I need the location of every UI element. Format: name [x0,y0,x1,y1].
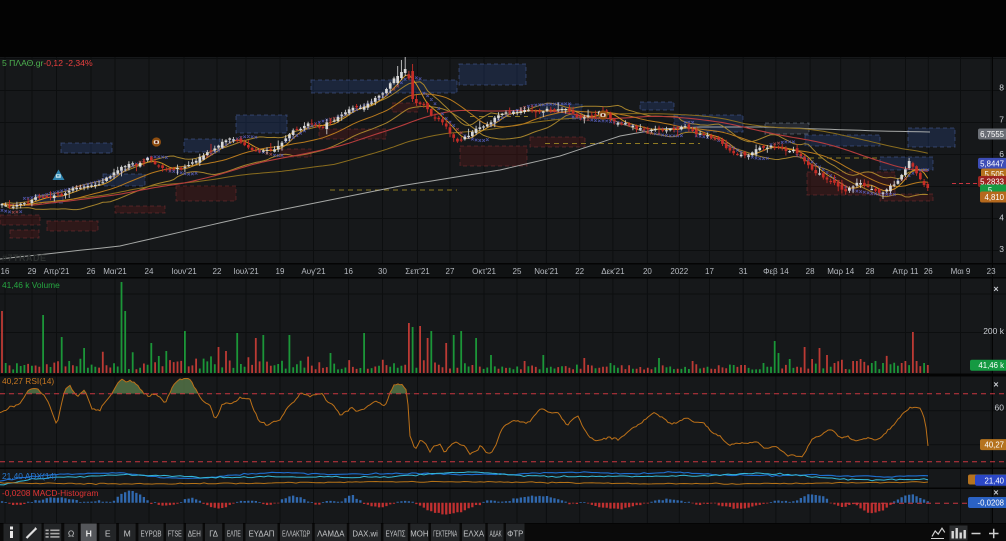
svg-text:16: 16 [344,267,353,276]
svg-text:31: 31 [739,267,748,276]
svg-text:41,46 k Volume: 41,46 k Volume [2,280,60,290]
svg-text:27: 27 [446,267,455,276]
svg-text:Απρ 11: Απρ 11 [893,267,919,276]
svg-text:ΓΔ: ΓΔ [209,529,218,538]
svg-text:26: 26 [87,267,96,276]
svg-text:ΕΛΛΑΚΤΩΡ: ΕΛΛΑΚΤΩΡ [282,529,310,538]
svg-text:Νοε'21: Νοε'21 [534,267,559,276]
svg-text:Μ: Μ [124,528,131,538]
svg-text:5,505: 5,505 [984,170,1004,179]
svg-text:×: × [993,284,998,294]
svg-text:Ιουλ'21: Ιουλ'21 [233,267,259,276]
svg-text:30: 30 [378,267,387,276]
svg-text:ΕΥΔΑΠ: ΕΥΔΑΠ [249,529,275,538]
svg-text:DAX.wi: DAX.wi [352,529,378,538]
svg-text:Αυγ'21: Αυγ'21 [301,267,326,276]
svg-text:40,27 RSI(14): 40,27 RSI(14) [2,376,54,386]
svg-text:ΕΛΧΑ: ΕΛΧΑ [463,529,485,538]
svg-text:5: 5 [988,186,993,195]
svg-text:×: × [993,379,998,389]
svg-text:22: 22 [213,267,222,276]
svg-text:×: × [993,488,998,498]
svg-text:17: 17 [705,267,714,276]
svg-text:Μαρ 14: Μαρ 14 [827,267,855,276]
svg-text:ΕΥΑΠΣ: ΕΥΑΠΣ [386,529,406,538]
svg-text:6,7555: 6,7555 [980,130,1005,139]
svg-text:Οκτ'21: Οκτ'21 [472,267,496,276]
svg-text:22: 22 [575,267,584,276]
svg-text:20: 20 [643,267,652,276]
svg-text:Μαι'21: Μαι'21 [103,267,127,276]
svg-text:5,8447: 5,8447 [980,159,1004,168]
svg-text:Σεπ'21: Σεπ'21 [405,267,430,276]
svg-text:-0,0208 MACD-Histogram: -0,0208 MACD-Histogram [2,488,98,498]
svg-text:40,27: 40,27 [984,441,1004,450]
svg-text:Φεβ 14: Φεβ 14 [763,267,789,276]
svg-text:41,46 k: 41,46 k [978,361,1004,370]
svg-text:26: 26 [924,267,933,276]
svg-text:ΕΥΡΩΒ: ΕΥΡΩΒ [140,529,161,538]
svg-text:24: 24 [145,267,154,276]
svg-text:FTSE: FTSE [168,529,182,538]
svg-text:60: 60 [995,403,1005,413]
svg-text:29: 29 [28,267,37,276]
svg-text:5,2833: 5,2833 [980,178,1004,187]
svg-text:ΕΛΠΕ: ΕΛΠΕ [227,529,241,538]
svg-text:6: 6 [999,149,1004,159]
svg-text:21,40: 21,40 [984,476,1004,485]
svg-text:-0,0208: -0,0208 [978,499,1004,508]
svg-text:4,810: 4,810 [984,193,1004,202]
svg-text:28: 28 [866,267,875,276]
svg-text:Η: Η [86,528,92,538]
svg-text:Μαι 9: Μαι 9 [951,267,971,276]
svg-text:8: 8 [999,83,1004,93]
svg-text:2022: 2022 [670,267,688,276]
svg-text:ΓΕΚΤΕΡΝΑ: ΓΕΚΤΕΡΝΑ [433,529,457,538]
svg-text:16: 16 [1,267,10,276]
svg-text:Ιουν'21: Ιουν'21 [171,267,197,276]
svg-text:ΦΤΡ: ΦΤΡ [507,529,523,538]
svg-text:28: 28 [806,267,815,276]
svg-text:25: 25 [513,267,522,276]
svg-text:19: 19 [276,267,285,276]
svg-text:ΔΕΗ: ΔΕΗ [188,529,201,538]
svg-text:ΛΑΜΔΑ: ΛΑΜΔΑ [317,529,345,538]
svg-text:Δεκ'21: Δεκ'21 [601,267,625,276]
svg-text:4: 4 [999,213,1004,223]
svg-text:5 ΠΛΑΘ.gr-0,12 -2,34%: 5 ΠΛΑΘ.gr-0,12 -2,34% [2,58,93,68]
svg-text:ΜΟΗ: ΜΟΗ [410,529,428,538]
svg-text:Απρ'21: Απρ'21 [44,267,70,276]
svg-text:23: 23 [987,267,996,276]
svg-text:7: 7 [999,115,1004,125]
svg-text:Ε: Ε [105,528,111,538]
svg-text:#7TRADE: #7TRADE [2,253,47,263]
svg-text:Ω: Ω [68,528,75,538]
svg-text:ΑΔΑΚ: ΑΔΑΚ [490,529,502,538]
svg-text:200 k: 200 k [983,326,1005,336]
svg-text:3: 3 [999,244,1004,254]
svg-text:21,40 ADX(14): 21,40 ADX(14) [2,471,57,481]
